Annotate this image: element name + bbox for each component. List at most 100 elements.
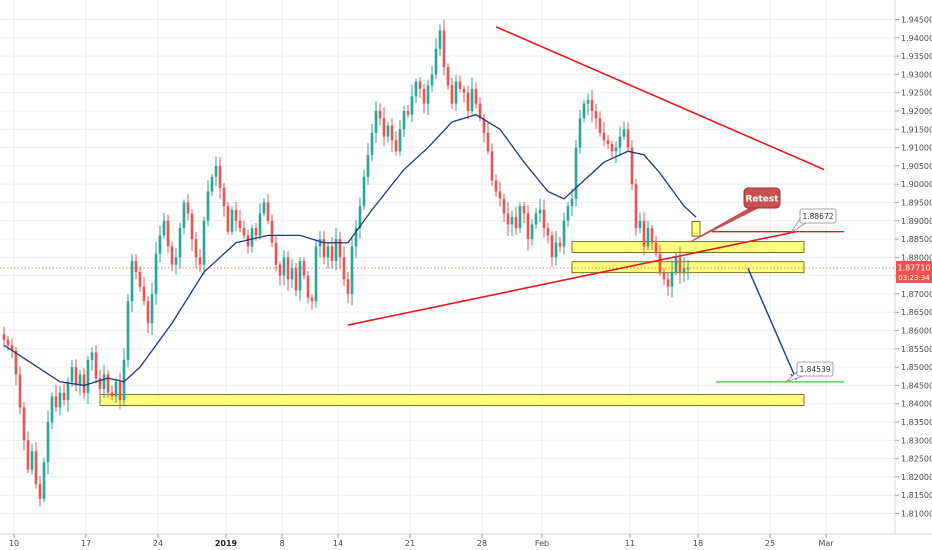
candle-body: [98, 378, 102, 390]
candle-body: [514, 217, 518, 229]
x-tick-label[interactable]: 25: [765, 539, 775, 548]
y-tick-label[interactable]: 1.93500: [901, 52, 932, 61]
candle-body: [570, 198, 574, 207]
retest-pointer: [689, 207, 759, 243]
candle-body: [106, 374, 110, 393]
candle-body: [14, 350, 18, 375]
y-tick-label[interactable]: 1.94500: [901, 16, 932, 25]
candle-body: [6, 339, 10, 346]
y-tick-label[interactable]: 1.84000: [901, 400, 932, 409]
current-price-value: 1.87710: [897, 263, 930, 272]
candle-body: [562, 220, 566, 247]
candle-body: [122, 359, 126, 401]
candle-body: [678, 257, 682, 272]
candle-body: [654, 242, 658, 254]
candle-body: [502, 198, 506, 214]
y-tick-label[interactable]: 1.83500: [901, 418, 932, 427]
y-tick-label[interactable]: 1.91000: [901, 144, 932, 153]
y-tick-label[interactable]: 1.85500: [901, 345, 932, 354]
candle-body: [550, 235, 554, 258]
y-tick-label[interactable]: 1.92500: [901, 89, 932, 98]
candle-body: [90, 352, 94, 360]
x-tick-label[interactable]: 17: [81, 539, 91, 548]
y-tick-label[interactable]: 1.85000: [901, 363, 932, 372]
candle-body: [86, 359, 90, 393]
candle-body: [630, 147, 634, 185]
candle-body: [338, 239, 342, 258]
y-tick-label[interactable]: 1.84500: [901, 381, 932, 390]
y-tick-label[interactable]: 1.90000: [901, 180, 932, 189]
y-tick-label[interactable]: 1.88000: [901, 253, 932, 262]
current-price-tag: 1.87710 03:23:34: [896, 260, 932, 283]
x-tick-label[interactable]: Mar: [818, 539, 834, 548]
y-tick-label[interactable]: 1.82500: [901, 455, 932, 464]
candle-body: [242, 228, 246, 236]
candle-body: [182, 202, 186, 229]
y-tick-label[interactable]: 1.87000: [901, 290, 932, 299]
x-tick-label[interactable]: 2019: [215, 539, 238, 548]
x-tick-label[interactable]: 10: [9, 539, 19, 548]
candle-body: [50, 396, 54, 423]
y-tick-label[interactable]: 1.88500: [901, 235, 932, 244]
y-tick-label[interactable]: 1.94000: [901, 34, 932, 43]
x-tick-label[interactable]: 21: [405, 539, 415, 548]
candle-body: [538, 209, 542, 214]
y-tick-label[interactable]: 1.89500: [901, 198, 932, 207]
x-axis-ticks[interactable]: 10 17 24 2019 8 14 21 28 Feb 11 18 25 Mar: [9, 534, 834, 548]
y-tick-label[interactable]: 1.86500: [901, 308, 932, 317]
y-tick-label[interactable]: 1.92000: [901, 107, 932, 116]
candle-body: [594, 110, 598, 119]
x-tick-label[interactable]: Feb: [535, 539, 549, 548]
candle-body: [306, 275, 310, 298]
candle-body: [258, 213, 262, 236]
candle-body: [322, 239, 326, 258]
candle-body: [462, 89, 466, 93]
support-zone: [571, 241, 805, 253]
x-tick-label[interactable]: 11: [625, 539, 635, 548]
moving-average-line: [3, 113, 697, 387]
x-tick-label[interactable]: 8: [279, 539, 284, 548]
candle-body: [102, 374, 106, 390]
candle-body: [238, 220, 242, 229]
candle-body: [58, 392, 62, 408]
candle-body: [666, 279, 670, 287]
support-zone: [99, 394, 805, 406]
candle-body: [282, 257, 286, 276]
candle-body: [30, 451, 34, 470]
x-tick-label[interactable]: 14: [333, 539, 343, 548]
y-tick-label[interactable]: 1.93000: [901, 70, 932, 79]
current-price-tag-box: [896, 260, 932, 283]
x-tick-label[interactable]: 28: [477, 539, 487, 548]
candle-body: [414, 81, 418, 97]
y-tick-label[interactable]: 1.83000: [901, 436, 932, 445]
candle-body: [66, 381, 70, 401]
candle-body: [674, 257, 678, 272]
y-axis-ticks[interactable]: 1.81000 1.81500 1.82000 1.82500 1.83000 1.835…: [895, 16, 932, 519]
y-tick-label[interactable]: 1.82000: [901, 473, 932, 482]
annotations: Retest 1.88672 1.84539: [689, 187, 837, 383]
candle-body: [482, 118, 486, 133]
y-tick-label[interactable]: 1.89000: [901, 217, 932, 226]
y-tick-label[interactable]: 1.90500: [901, 162, 932, 171]
y-tick-label[interactable]: 1.81000: [901, 510, 932, 519]
candle-body: [262, 202, 266, 214]
candle-body: [274, 242, 278, 265]
candle-body: [70, 367, 74, 382]
candle-body: [82, 374, 86, 393]
candle-body: [422, 89, 426, 104]
candle-body: [126, 301, 130, 360]
x-tick-label[interactable]: 24: [153, 539, 163, 548]
y-tick-label[interactable]: 1.81500: [901, 491, 932, 500]
candle-body: [366, 154, 370, 177]
candle-body: [26, 440, 30, 470]
y-tick-label[interactable]: 1.86000: [901, 327, 932, 336]
candle-body: [174, 257, 178, 265]
moving-average: [3, 113, 697, 387]
x-tick-label[interactable]: 18: [693, 539, 703, 548]
y-tick-label[interactable]: 1.91500: [901, 125, 932, 134]
candle-body: [446, 67, 450, 86]
retest-callout-box: [743, 187, 781, 209]
candle-body: [150, 293, 154, 324]
